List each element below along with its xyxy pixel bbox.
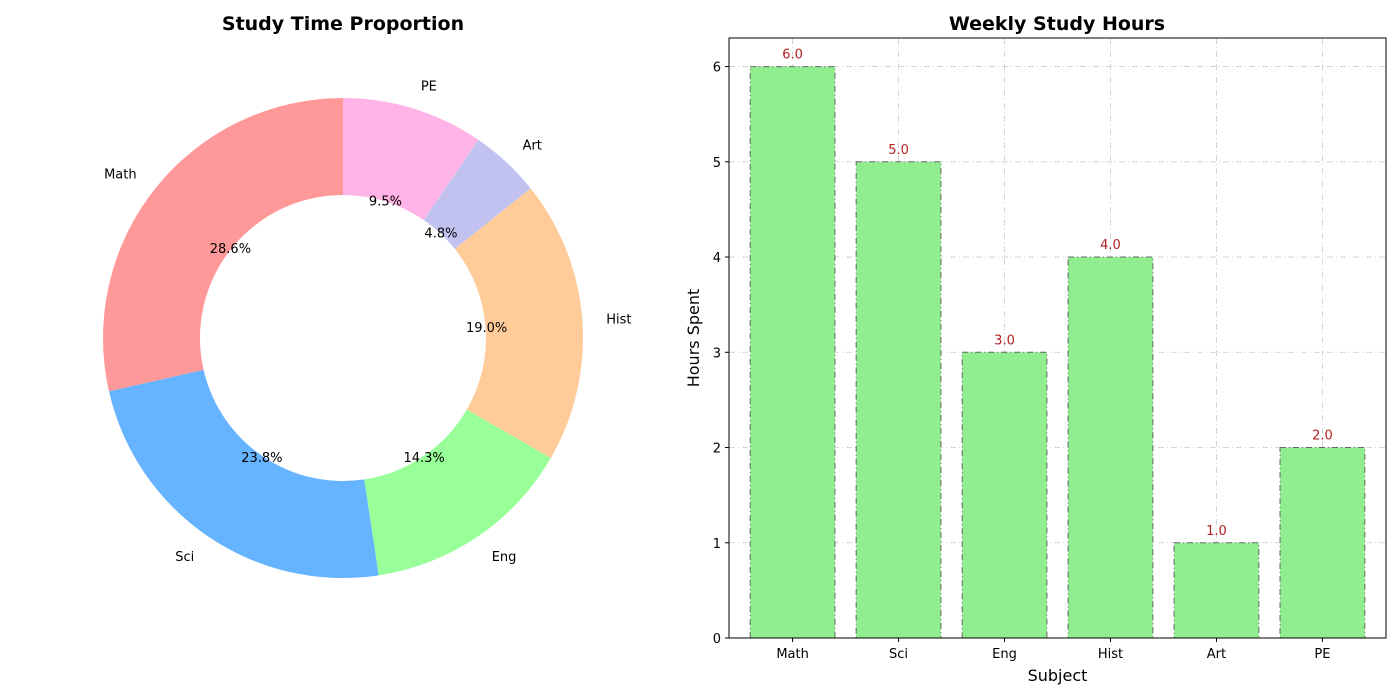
donut-percent-math: 28.6% (210, 242, 251, 257)
bar-hist (1067, 256, 1154, 639)
donut-slices (103, 98, 584, 578)
y-tick-label: 6 (713, 61, 721, 76)
bar-pe (1279, 447, 1366, 639)
donut-slice-hist (454, 188, 584, 459)
bar-value-label-pe: 2.0 (1312, 429, 1333, 444)
donut-slice-math (103, 98, 343, 392)
x-tick-label-math: Math (776, 647, 809, 662)
donut-label-eng: Eng (492, 550, 517, 565)
bar-value-label-art: 1.0 (1206, 524, 1227, 539)
donut-label-sci: Sci (175, 550, 194, 565)
x-tick-label-art: Art (1207, 647, 1226, 662)
donut-slice-eng (364, 409, 551, 576)
donut-slice-art (423, 139, 531, 249)
x-axis-ticks: Math Sci Eng Hist Art PE (776, 638, 1330, 662)
bar-value-label-eng: 3.0 (994, 333, 1015, 348)
bar-chart-value-labels: 6.0 5.0 3.0 4.0 1.0 2.0 (782, 48, 1333, 539)
donut-slice-sci (109, 369, 379, 578)
bar-eng (961, 351, 1048, 639)
bar-sci (855, 161, 942, 639)
donut-label-art: Art (523, 138, 542, 153)
y-axis-label: Hours Spent (684, 289, 703, 388)
y-tick-label: 2 (713, 442, 721, 457)
x-tick-label-sci: Sci (889, 647, 908, 662)
bar-value-label-sci: 5.0 (888, 143, 909, 158)
bar-math (749, 66, 836, 639)
donut-percent-sci: 23.8% (241, 451, 282, 466)
bar-value-label-math: 6.0 (782, 48, 803, 63)
donut-percent-hist: 19.0% (466, 321, 507, 336)
y-tick-label: 3 (713, 346, 721, 361)
donut-percent-art: 4.8% (424, 226, 457, 241)
donut-label-math: Math (104, 167, 137, 182)
bar-chart: Weekly Study Hours 6.0 5.0 3.0 4.0 1.0 2.0 0 1… (684, 13, 1387, 685)
x-axis-label: Subject (1028, 666, 1088, 685)
donut-chart: Study Time Proportion Math Sci Eng Hist Art P… (103, 13, 632, 578)
y-tick-label: 5 (713, 156, 721, 171)
bar-chart-frame (728, 37, 1387, 639)
y-tick-label: 0 (713, 632, 721, 647)
x-tick-label-pe: PE (1314, 647, 1330, 662)
y-axis-ticks: 0 1 2 3 4 5 6 (713, 61, 729, 647)
bar-chart-bars (749, 66, 1366, 639)
y-tick-label: 1 (713, 537, 721, 552)
bar-chart-title: Weekly Study Hours (949, 13, 1165, 35)
bar-art (1173, 542, 1260, 639)
donut-percent-eng: 14.3% (403, 451, 444, 466)
donut-slice-pe (343, 98, 479, 220)
donut-label-pe: PE (421, 80, 437, 95)
donut-percent-pe: 9.5% (369, 194, 402, 209)
donut-category-labels: Math Sci Eng Hist Art PE (104, 80, 631, 565)
bar-value-label-hist: 4.0 (1100, 238, 1121, 253)
x-tick-label-hist: Hist (1098, 647, 1123, 662)
pie-chart-title: Study Time Proportion (222, 13, 464, 35)
donut-label-hist: Hist (606, 312, 631, 327)
x-tick-label-eng: Eng (992, 647, 1017, 662)
donut-percent-labels: 28.6% 23.8% 14.3% 19.0% 4.8% 9.5% (210, 194, 507, 466)
y-tick-label: 4 (713, 251, 721, 266)
